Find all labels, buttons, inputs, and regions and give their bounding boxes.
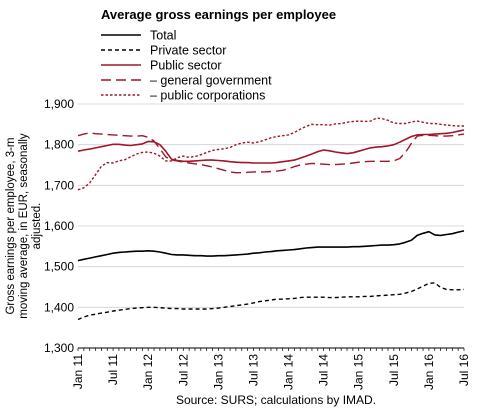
- x-tick-label: Jul 11: [106, 354, 120, 385]
- x-tick-label: Jan 16: [422, 354, 436, 390]
- grid: [78, 103, 464, 308]
- x-tick-label: Jan 15: [352, 354, 366, 390]
- series-line: [77, 129, 465, 164]
- y-tick-label: 1,300: [44, 341, 74, 355]
- y-axis-label-line: moving average, in EUR, seasonally: [18, 133, 30, 319]
- x-tick-label: Jul 16: [457, 354, 471, 386]
- x-tick-label: Jan 14: [282, 354, 296, 390]
- y-tick-label: 1,400: [44, 300, 74, 314]
- series-lines: [77, 117, 465, 321]
- y-tick-label: 1,700: [44, 178, 74, 192]
- x-tick-label: Jan 13: [211, 354, 225, 390]
- legend-label: Private sector: [150, 44, 226, 58]
- y-axis-label-line: adjusted.: [31, 203, 43, 250]
- x-tick-label: Jul 14: [317, 354, 331, 386]
- x-tick-label: Jan 11: [71, 354, 85, 389]
- x-tick-label: Jul 13: [246, 354, 260, 386]
- y-axis-ticks: 1,300 1,400 1,500 1,600 1,700 1,800 1,900: [44, 97, 74, 355]
- series-line: [77, 230, 465, 262]
- series-line: [77, 132, 465, 174]
- x-tick-label: Jan 12: [141, 354, 155, 390]
- y-tick-label: 1,500: [44, 260, 74, 274]
- y-tick-label: 1,600: [44, 219, 74, 233]
- y-tick-label: 1,800: [44, 138, 74, 152]
- legend-label: Public sector: [150, 59, 222, 73]
- source-note: Source: SURS; calculations by IMAD.: [176, 393, 376, 407]
- chart-title: Average gross earnings per employee: [101, 7, 336, 22]
- y-axis-label: Gross earnings per employee, 3-mmoving a…: [5, 133, 43, 319]
- y-tick-label: 1,900: [44, 97, 74, 111]
- series-line: [77, 117, 464, 191]
- legend-label: Total: [150, 29, 176, 43]
- y-axis-label-line: Gross earnings per employee, 3-m: [5, 137, 17, 314]
- x-tick-label: Jul 12: [176, 354, 190, 386]
- x-tick-label: Jul 15: [387, 354, 401, 386]
- series-line: [77, 282, 465, 321]
- x-axis-ticks: Jan 11 Jul 11 Jan 12 Jul 12 Jan 13 Jul 13 Jan …: [71, 348, 471, 390]
- legend-label: – public corporations: [150, 89, 265, 103]
- legend-label: – general government: [150, 74, 272, 88]
